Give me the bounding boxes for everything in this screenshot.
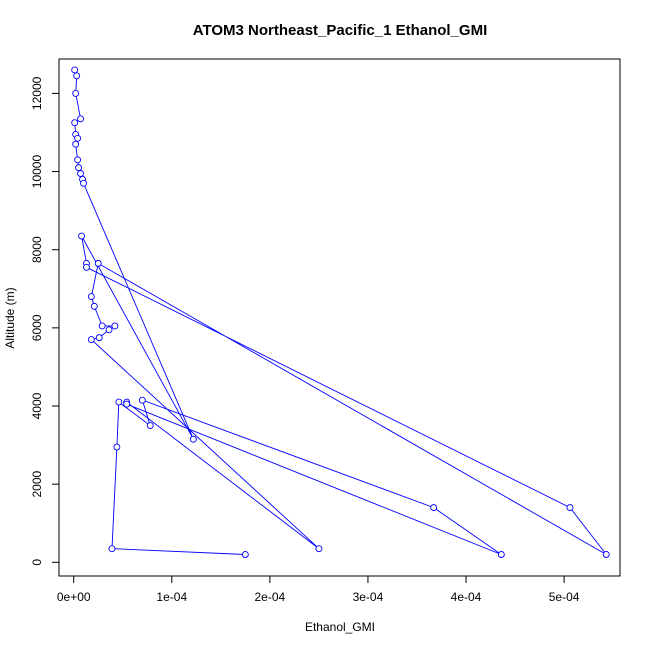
y-tick-label: 8000 [30,236,44,263]
x-axis-label: Ethanol_GMI [305,620,375,634]
x-tick-label: 2e-04 [255,590,286,604]
x-tick-label: 5e-04 [549,590,580,604]
data-point [189,435,197,443]
data-point [108,545,116,553]
y-tick-label: 12000 [30,76,44,110]
data-point [78,232,86,240]
data-point [566,504,574,512]
chart-title: ATOM3 Northeast_Pacific_1 Ethanol_GMI [193,22,488,39]
data-point [241,551,249,558]
x-axis: 0e+00 1e-04 2e-04 3e-04 4e-04 5e-04 [57,576,580,604]
data-point [315,545,323,553]
data-point [115,398,123,406]
y-tick-label: 0 [30,559,44,566]
y-axis-label: Altitude (m) [3,287,17,348]
plot-frame [58,58,621,577]
data-point [90,302,98,310]
data-point [74,134,82,142]
data-point [83,263,90,271]
data-point [146,422,154,430]
x-tick-label: 1e-04 [156,590,187,604]
y-tick-label: 10000 [30,155,44,189]
data-point [87,293,95,301]
data-point [95,334,103,342]
data-point [111,322,119,330]
data-point [75,164,83,172]
y-tick-label: 6000 [30,314,44,341]
data-point [71,119,79,127]
data-point [113,443,121,451]
y-tick-label: 4000 [30,392,44,419]
data-point [72,140,80,148]
data-point [71,66,79,74]
x-tick-label: 0e+00 [57,590,91,604]
data-point [87,336,95,344]
data-point [77,170,85,177]
data-point [80,179,87,187]
data-point [123,400,131,408]
data-point [105,326,113,334]
data-point [98,322,106,330]
data-point [72,89,80,97]
plot-area [71,66,610,558]
data-point [497,551,505,558]
data-point [74,156,82,164]
data-point [138,396,146,404]
y-tick-label: 2000 [30,470,44,497]
data-point [430,504,438,512]
data-point [77,115,85,123]
y-axis: 0 2000 4000 6000 8000 10000 12000 [30,76,59,566]
data-point [73,72,81,80]
x-tick-label: 3e-04 [353,590,384,604]
series-line [74,69,607,555]
x-tick-label: 4e-04 [451,590,482,604]
data-point [602,551,610,558]
data-point [94,259,102,267]
